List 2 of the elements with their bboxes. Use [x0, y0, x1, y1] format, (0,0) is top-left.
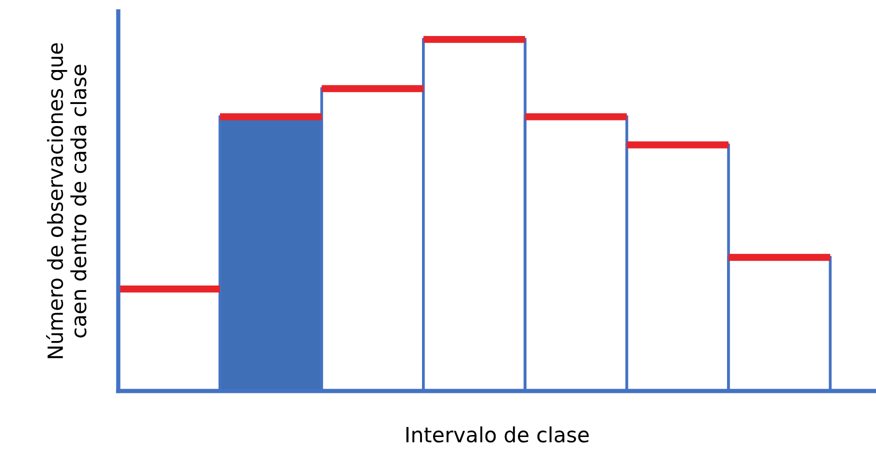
x-axis-title: Intervalo de clase [406, 426, 589, 443]
y-axis-title: Número de observaciones que caen dentro de cada clase [46, 43, 86, 358]
